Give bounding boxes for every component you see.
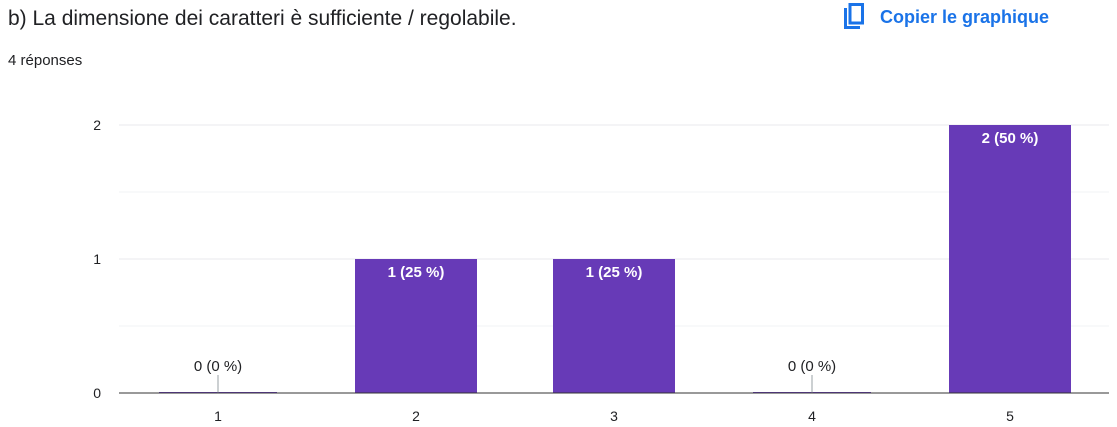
x-tick-label: 5 — [1006, 408, 1014, 424]
bar — [355, 259, 477, 393]
y-tick-label: 2 — [93, 117, 101, 133]
bar — [949, 125, 1071, 393]
response-count: 4 réponses — [8, 52, 83, 69]
x-tick-label: 3 — [610, 408, 618, 424]
question-title: b) La dimensione dei caratteri è suffici… — [8, 7, 517, 30]
bar — [553, 259, 675, 393]
y-tick-label: 0 — [93, 385, 101, 401]
copy-chart-label: Copier le graphique — [880, 6, 1050, 27]
data-label: 0 (0 %) — [788, 358, 836, 375]
copy-icon — [842, 3, 866, 31]
x-tick-label: 4 — [808, 408, 816, 424]
data-label: 2 (50 %) — [982, 130, 1039, 147]
x-tick-label: 1 — [214, 408, 222, 424]
data-label: 1 (25 %) — [586, 264, 643, 281]
data-label: 0 (0 %) — [194, 358, 242, 375]
copy-chart-button[interactable]: Copier le graphique — [838, 0, 1057, 34]
y-tick-label: 1 — [93, 251, 101, 267]
x-tick-label: 2 — [412, 408, 420, 424]
data-label: 1 (25 %) — [388, 264, 445, 281]
